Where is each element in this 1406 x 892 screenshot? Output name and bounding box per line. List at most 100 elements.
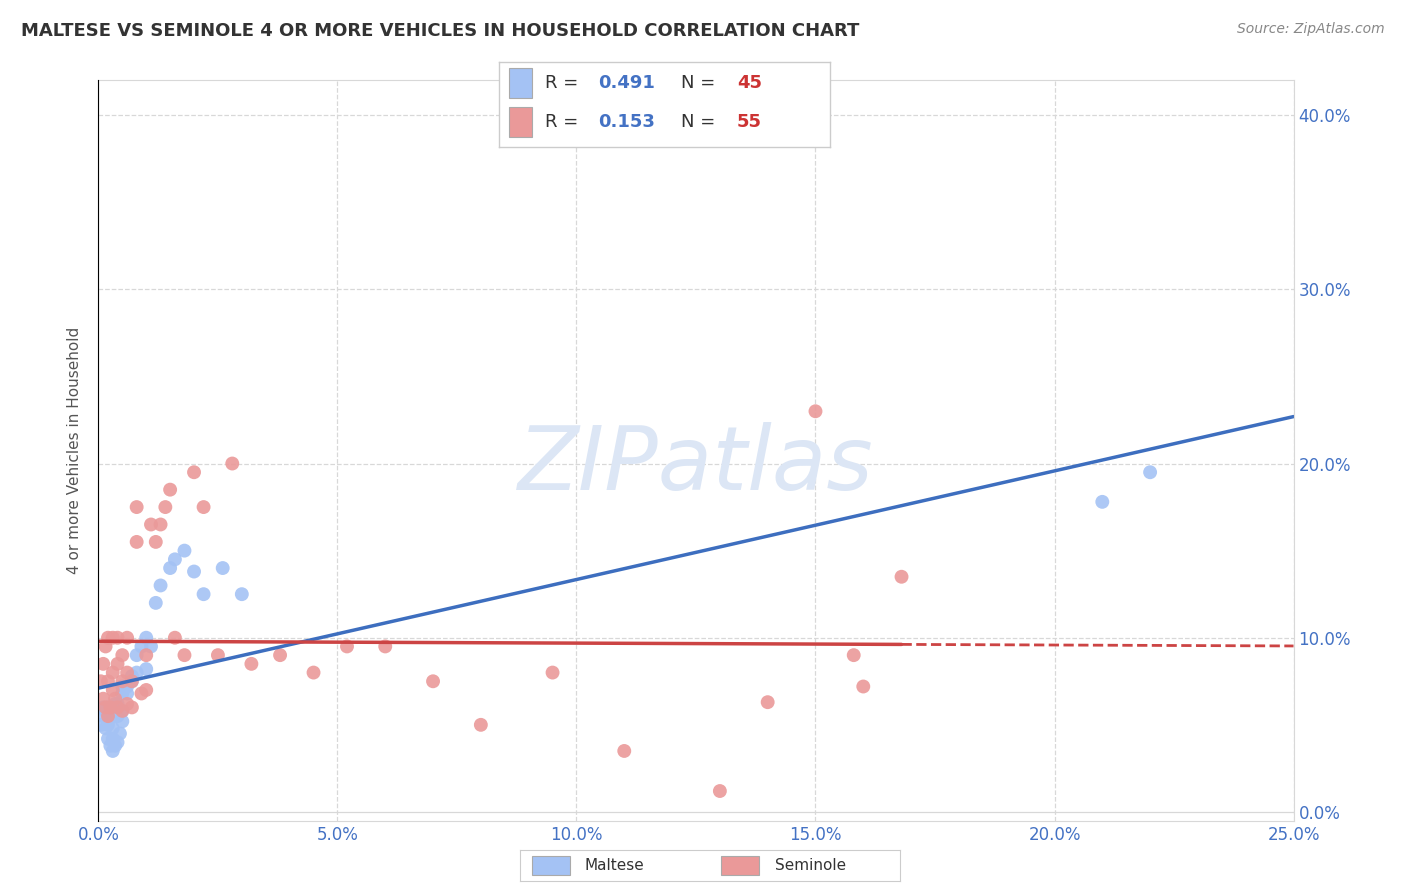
Point	[121, 669, 143, 683]
Point	[101, 731, 124, 746]
Point	[111, 704, 134, 718]
Point	[1091, 495, 1114, 509]
Point	[155, 500, 177, 514]
Point	[163, 552, 186, 566]
Point	[135, 662, 157, 676]
Point	[90, 718, 112, 732]
Point	[98, 709, 122, 723]
Point	[852, 680, 875, 694]
Point	[470, 718, 492, 732]
Point	[131, 640, 153, 654]
Point	[159, 561, 181, 575]
Point	[97, 631, 120, 645]
Point	[374, 640, 396, 654]
Text: N =: N =	[681, 113, 721, 131]
Point	[98, 739, 122, 753]
Point	[183, 565, 205, 579]
Text: R =: R =	[546, 74, 585, 92]
Point	[101, 683, 124, 698]
Point	[91, 700, 114, 714]
Point	[108, 726, 131, 740]
Point	[613, 744, 636, 758]
Point	[804, 404, 827, 418]
Point	[101, 744, 124, 758]
Point	[104, 739, 127, 753]
Point	[149, 578, 172, 592]
Point	[159, 483, 181, 497]
Point	[94, 721, 117, 735]
Point	[101, 631, 124, 645]
Point	[183, 465, 205, 479]
Point	[193, 587, 215, 601]
Point	[111, 704, 134, 718]
Point	[91, 657, 114, 671]
Point	[145, 596, 167, 610]
Point	[111, 674, 134, 689]
Point	[115, 697, 138, 711]
Point	[101, 709, 124, 723]
Point	[111, 686, 134, 700]
Point	[94, 700, 117, 714]
Point	[121, 674, 143, 689]
Point	[101, 665, 124, 680]
Point	[104, 691, 127, 706]
Point	[90, 674, 112, 689]
Point	[98, 700, 122, 714]
Point	[163, 631, 186, 645]
Point	[173, 648, 195, 662]
Point	[842, 648, 865, 662]
Point	[91, 709, 114, 723]
Point	[541, 665, 564, 680]
Point	[125, 535, 148, 549]
Point	[97, 718, 120, 732]
Text: Maltese: Maltese	[585, 858, 644, 873]
Text: 0.153: 0.153	[599, 113, 655, 131]
Text: MALTESE VS SEMINOLE 4 OR MORE VEHICLES IN HOUSEHOLD CORRELATION CHART: MALTESE VS SEMINOLE 4 OR MORE VEHICLES I…	[21, 22, 859, 40]
Point	[121, 700, 143, 714]
Point	[756, 695, 779, 709]
Y-axis label: 4 or more Vehicles in Household: 4 or more Vehicles in Household	[67, 326, 83, 574]
Text: 55: 55	[737, 113, 762, 131]
Point	[1139, 465, 1161, 479]
Point	[97, 731, 120, 746]
Point	[111, 680, 134, 694]
Point	[240, 657, 263, 671]
Point	[115, 665, 138, 680]
Point	[890, 570, 912, 584]
Point	[422, 674, 444, 689]
Point	[111, 648, 134, 662]
Point	[302, 665, 325, 680]
Point	[125, 665, 148, 680]
Point	[101, 721, 124, 735]
Text: 0.491: 0.491	[599, 74, 655, 92]
Point	[97, 700, 120, 714]
Point	[107, 631, 129, 645]
Point	[269, 648, 291, 662]
Point	[139, 517, 162, 532]
Point	[107, 700, 129, 714]
Point	[94, 704, 117, 718]
Point	[107, 735, 129, 749]
Point	[115, 686, 138, 700]
Text: Seminole: Seminole	[775, 858, 845, 873]
Text: Source: ZipAtlas.com: Source: ZipAtlas.com	[1237, 22, 1385, 37]
Point	[211, 561, 233, 575]
Point	[91, 691, 114, 706]
Point	[207, 648, 229, 662]
Point	[97, 674, 120, 689]
Point	[125, 648, 148, 662]
Point	[193, 500, 215, 514]
Point	[94, 640, 117, 654]
Point	[97, 709, 120, 723]
Bar	[531, 856, 569, 875]
Point	[107, 709, 129, 723]
Text: N =: N =	[681, 74, 721, 92]
Point	[115, 680, 138, 694]
Point	[135, 683, 157, 698]
Point	[107, 657, 129, 671]
Point	[139, 640, 162, 654]
Text: ZIPatlas: ZIPatlas	[519, 422, 873, 508]
Point	[173, 543, 195, 558]
Point	[221, 457, 243, 471]
Point	[125, 500, 148, 514]
